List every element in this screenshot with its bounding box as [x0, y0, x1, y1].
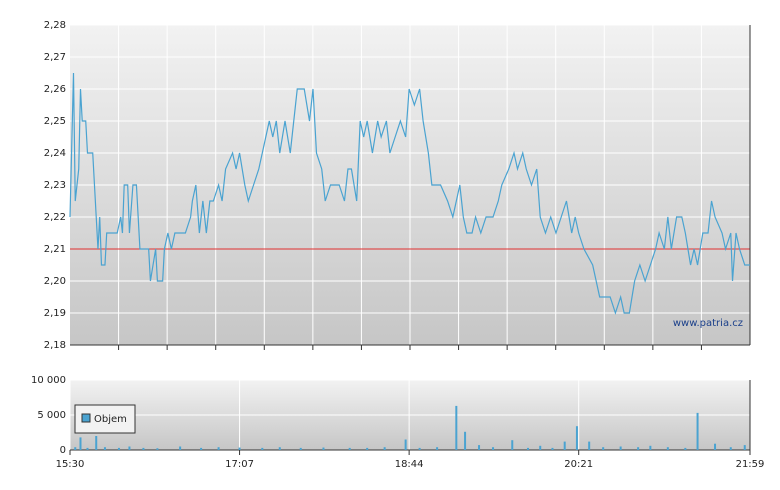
volume-bar	[238, 447, 241, 450]
volume-bar	[492, 447, 495, 450]
volume-bar	[79, 437, 82, 450]
y-tick-label: 2,22	[44, 212, 66, 223]
x-tick-label: 18:44	[395, 459, 424, 470]
volume-bar	[666, 447, 669, 450]
volume-bar	[278, 447, 281, 450]
volume-bar	[322, 447, 325, 450]
volume-bar	[696, 412, 699, 450]
y-tick-label: 2,27	[44, 52, 66, 63]
volume-bar	[602, 447, 605, 450]
volume-bar	[117, 447, 120, 450]
volume-bar	[455, 405, 458, 450]
volume-bar	[179, 446, 182, 450]
volume-bar	[142, 447, 145, 450]
y-tick-label: 2,19	[44, 308, 66, 319]
volume-bar	[200, 447, 203, 450]
volume-bar	[299, 447, 302, 450]
volume-bar	[366, 447, 369, 450]
volume-bar	[511, 440, 514, 450]
volume-bar	[103, 447, 106, 450]
volume-bar	[348, 447, 351, 450]
volume-bar	[156, 448, 159, 450]
y-tick-label: 2,24	[44, 148, 66, 159]
volume-bar	[684, 447, 687, 450]
legend-swatch	[81, 413, 91, 423]
volume-bar	[575, 426, 578, 450]
volume-bar	[86, 447, 89, 450]
volume-bar	[95, 436, 98, 450]
x-tick-label: 15:30	[56, 459, 85, 470]
volume-bar	[539, 445, 542, 450]
y-tick-label: 5 000	[37, 410, 66, 421]
y-tick-label: 0	[60, 445, 66, 456]
y-tick-label: 2,21	[44, 244, 66, 255]
y-tick-label: 2,28	[44, 20, 66, 31]
y-tick-label: 2,23	[44, 180, 66, 191]
y-tick-label: 10 000	[31, 375, 66, 386]
volume-bar	[588, 441, 591, 450]
volume-bar	[649, 445, 652, 450]
volume-bar	[464, 431, 467, 450]
volume-bar	[478, 445, 481, 450]
y-tick-label: 2,18	[44, 340, 66, 351]
volume-bar	[217, 447, 220, 450]
volume-bar	[436, 447, 439, 450]
volume-bar	[404, 439, 407, 450]
price-line	[69, 72, 750, 315]
volume-bar	[714, 443, 717, 450]
volume-bar	[551, 447, 554, 450]
y-tick-label: 2,20	[44, 276, 66, 287]
y-tick-label: 2,25	[44, 116, 66, 127]
volume-bar	[619, 446, 622, 450]
volume-bar	[418, 447, 421, 450]
volume-bar	[261, 447, 264, 450]
volume-bar	[729, 447, 732, 450]
watermark: www.patria.cz	[673, 318, 743, 329]
volume-bar	[74, 447, 77, 450]
volume-bar	[383, 447, 386, 450]
x-tick-label: 20:21	[564, 459, 593, 470]
volume-bar	[563, 441, 566, 450]
volume-bar	[743, 445, 746, 450]
volume-bar	[128, 446, 131, 450]
legend-label: Objem	[94, 414, 127, 425]
x-tick-label: 17:07	[225, 459, 254, 470]
y-tick-label: 2,26	[44, 84, 66, 95]
volume-bar	[637, 447, 640, 450]
volume-bar	[526, 447, 529, 450]
x-tick-label: 21:59	[736, 459, 765, 470]
